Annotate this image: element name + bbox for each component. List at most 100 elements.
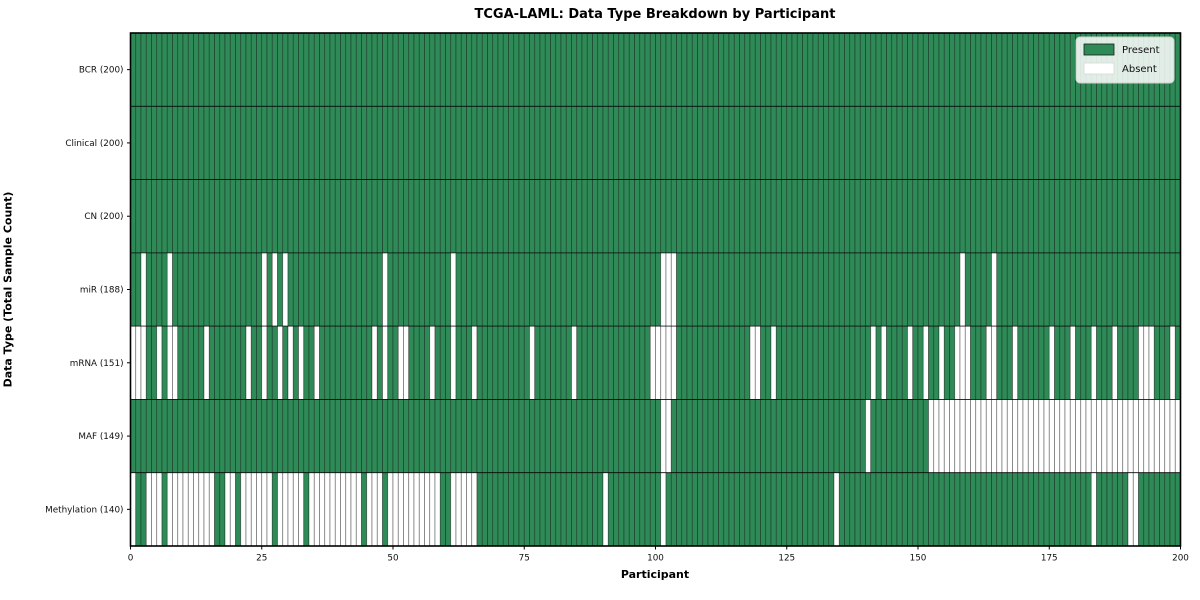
cell: [891, 179, 898, 254]
cell: [434, 179, 441, 254]
cell: [266, 399, 273, 474]
cell: [224, 325, 231, 400]
cell: [943, 325, 950, 400]
cell: [907, 399, 914, 474]
cell: [403, 179, 410, 254]
cell: [1143, 252, 1150, 327]
cell: [187, 32, 194, 107]
cell: [1006, 32, 1013, 107]
cell: [949, 32, 956, 107]
y-tick-label: miR (188): [80, 286, 124, 296]
cell: [802, 399, 809, 474]
cell: [1169, 252, 1176, 327]
cell: [1012, 105, 1019, 180]
cell: [1117, 179, 1124, 254]
cell: [445, 252, 452, 327]
cell: [922, 179, 929, 254]
cell: [292, 399, 299, 474]
cell: [838, 472, 845, 547]
cell: [214, 32, 221, 107]
cell: [408, 252, 415, 327]
cell: [1101, 472, 1108, 547]
cell: [292, 472, 299, 547]
cell: [460, 252, 467, 327]
cell: [849, 105, 856, 180]
cell: [1122, 179, 1129, 254]
cell: [266, 472, 273, 547]
cell: [1117, 472, 1124, 547]
cell: [870, 399, 877, 474]
cell: [844, 252, 851, 327]
cell: [313, 179, 320, 254]
cell: [387, 472, 394, 547]
cell: [313, 399, 320, 474]
cell: [214, 179, 221, 254]
cell: [597, 105, 604, 180]
cell: [817, 32, 824, 107]
cell: [156, 472, 163, 547]
cell: [271, 399, 278, 474]
cell: [707, 105, 714, 180]
cell: [691, 399, 698, 474]
cell: [172, 105, 179, 180]
cell: [277, 472, 284, 547]
cell: [1153, 325, 1160, 400]
cell: [550, 399, 557, 474]
cell: [655, 32, 662, 107]
cell: [744, 252, 751, 327]
cell: [1080, 105, 1087, 180]
cell: [1038, 105, 1045, 180]
cell: [970, 105, 977, 180]
cell: [964, 179, 971, 254]
cell: [859, 325, 866, 400]
cell: [413, 32, 420, 107]
cell: [298, 325, 305, 400]
cell: [865, 32, 872, 107]
cell: [770, 325, 777, 400]
cell: [282, 179, 289, 254]
cell: [187, 252, 194, 327]
cell: [912, 472, 919, 547]
cell: [177, 32, 184, 107]
cell: [161, 179, 168, 254]
cell: [649, 399, 656, 474]
cell: [854, 105, 861, 180]
cell: [382, 252, 389, 327]
cell: [928, 252, 935, 327]
cell: [844, 325, 851, 400]
cell: [812, 325, 819, 400]
cell: [350, 325, 357, 400]
cell: [476, 325, 483, 400]
cell: [754, 179, 761, 254]
cell: [172, 325, 179, 400]
cell: [287, 472, 294, 547]
cell: [518, 399, 525, 474]
cell: [371, 105, 378, 180]
cell: [413, 399, 420, 474]
cell: [817, 325, 824, 400]
cell: [1159, 105, 1166, 180]
cell: [429, 325, 436, 400]
cell: [849, 179, 856, 254]
cell: [1127, 325, 1134, 400]
cell: [660, 179, 667, 254]
cell: [970, 252, 977, 327]
cell: [161, 325, 168, 400]
cell: [686, 179, 693, 254]
cell: [387, 252, 394, 327]
cell: [712, 32, 719, 107]
cell: [334, 252, 341, 327]
cell: [1164, 399, 1171, 474]
cell: [455, 472, 462, 547]
cell: [245, 325, 252, 400]
cell: [145, 179, 152, 254]
cell: [1132, 105, 1139, 180]
cell: [781, 105, 788, 180]
cell: [287, 325, 294, 400]
cell: [807, 179, 814, 254]
cell: [849, 252, 856, 327]
cell: [313, 325, 320, 400]
cell: [985, 252, 992, 327]
cell: [513, 179, 520, 254]
